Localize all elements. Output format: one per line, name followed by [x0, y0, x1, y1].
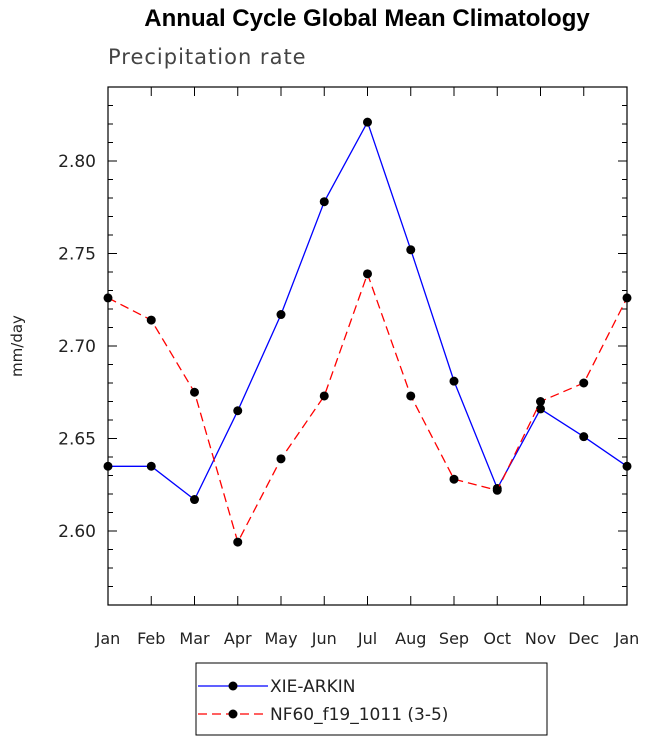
x-tick-label: May	[264, 629, 297, 648]
x-tick-label: Jan	[95, 629, 121, 648]
series-0-point	[276, 310, 286, 320]
x-tick-label: Sep	[439, 629, 469, 648]
chart-title: Annual Cycle Global Mean Climatology	[144, 5, 590, 32]
series-1-point	[579, 378, 589, 388]
plot-frame	[107, 86, 628, 606]
legend-label-nf60: NF60_f19_1011 (3-5)	[270, 705, 448, 725]
y-axis-ticks: 2.60 2.65 2.70 2.75 2.80	[58, 105, 627, 587]
series-1-point	[492, 485, 502, 495]
series-0-point	[233, 406, 243, 416]
y-tick-label: 2.80	[58, 152, 96, 172]
chart-subtitle: Precipitation rate	[108, 45, 307, 69]
x-tick-label: Feb	[137, 629, 165, 648]
series-layer	[103, 117, 632, 547]
series-1-point	[103, 293, 113, 303]
series-1-point	[276, 454, 286, 464]
x-tick-label: Aug	[395, 629, 426, 648]
series-1-point	[319, 391, 329, 401]
series-1-point	[622, 293, 632, 303]
x-tick-label: Jul	[357, 629, 377, 648]
x-axis-ticks: Jan Feb Mar Apr May Jun Jul Aug Sep Oct Nov Dec Jan	[95, 87, 640, 648]
x-tick-label: Apr	[224, 629, 252, 648]
series-1-point	[449, 474, 459, 484]
x-tick-label: Nov	[525, 629, 556, 648]
series-0-point	[190, 495, 199, 505]
legend-marker-xie-arkin	[228, 681, 238, 691]
legend-marker-nf60	[228, 709, 238, 719]
series-0-point	[146, 461, 156, 471]
y-tick-label: 2.75	[58, 245, 96, 265]
series-0-point	[319, 197, 329, 207]
series-1-point	[190, 387, 199, 397]
series-0-point	[622, 461, 632, 471]
series-0-point	[449, 376, 459, 386]
y-tick-label: 2.60	[58, 522, 96, 542]
y-tick-label: 2.65	[58, 430, 96, 450]
legend: XIE-ARKIN NF60_f19_1011 (3-5)	[195, 662, 548, 736]
x-tick-label: Mar	[179, 629, 210, 648]
plot-border	[107, 86, 628, 606]
series-1-point	[233, 537, 243, 547]
series-line-1	[107, 271, 628, 544]
x-tick-label: Jun	[311, 629, 337, 648]
y-tick-label: 2.70	[58, 337, 96, 357]
series-0-point	[406, 245, 416, 255]
series-0-point	[363, 117, 372, 127]
x-tick-label: Jan	[614, 629, 640, 648]
series-1-point	[363, 269, 372, 279]
series-1-point	[406, 391, 416, 401]
series-0-point	[103, 461, 113, 471]
x-tick-label: Dec	[568, 629, 599, 648]
series-0-point	[536, 404, 545, 414]
x-tick-label: Oct	[483, 629, 511, 648]
legend-box	[195, 662, 548, 736]
series-0-point	[579, 432, 589, 442]
y-axis-label: mm/day	[8, 315, 26, 377]
series-line-0	[108, 120, 628, 501]
series-1-point	[536, 397, 545, 406]
series-1-point	[146, 315, 156, 325]
legend-label-xie-arkin: XIE-ARKIN	[270, 677, 355, 697]
